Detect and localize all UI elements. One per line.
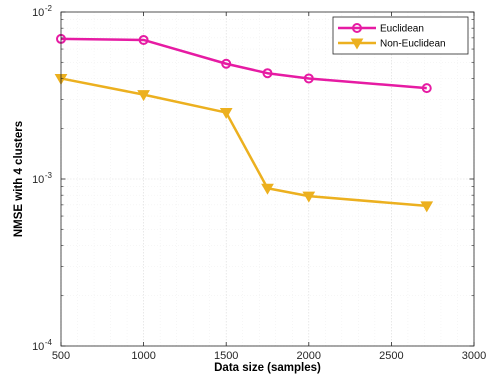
tick-marks: [60, 11, 475, 347]
legend: Euclidean Non-Euclidean: [332, 16, 469, 55]
y-axis-label: NMSE with 4 clusters: [13, 121, 25, 237]
legend-label: Non-Euclidean: [380, 39, 446, 50]
legend-box: [332, 16, 469, 55]
data-point: [421, 83, 432, 94]
data-point: [303, 73, 314, 84]
x-tick-label: 3000: [462, 350, 486, 362]
series-line-0: [60, 37, 427, 90]
data-point: [219, 108, 233, 120]
x-tick-label: 1000: [131, 350, 155, 362]
x-axis-label: Data size (samples): [214, 362, 321, 374]
y-tick-labels: 10-4 10-3 10-2: [32, 4, 52, 353]
data-point: [261, 183, 274, 195]
data-point: [262, 68, 273, 79]
x-tick-label: 1500: [214, 350, 238, 362]
data-point: [221, 58, 232, 69]
y-tick-label: 10-2: [32, 4, 52, 19]
data-point: [302, 191, 316, 203]
x-tick-labels: 500 1000 1500 2000 2500 3000: [52, 350, 486, 362]
series-layer: [54, 33, 434, 213]
data-point: [420, 201, 434, 213]
y-tick-label: 10-3: [32, 171, 52, 186]
series-line-1: [60, 77, 427, 208]
data-point: [138, 34, 149, 45]
y-tick-label: 10-4: [32, 338, 52, 353]
legend-marker: [350, 38, 364, 50]
legend-marker: [352, 23, 362, 33]
x-tick-label: 2500: [379, 350, 403, 362]
x-tick-label: 2000: [297, 350, 321, 362]
x-tick-label: 500: [52, 350, 70, 362]
data-point: [137, 90, 150, 102]
legend-label: Euclidean: [380, 24, 424, 35]
